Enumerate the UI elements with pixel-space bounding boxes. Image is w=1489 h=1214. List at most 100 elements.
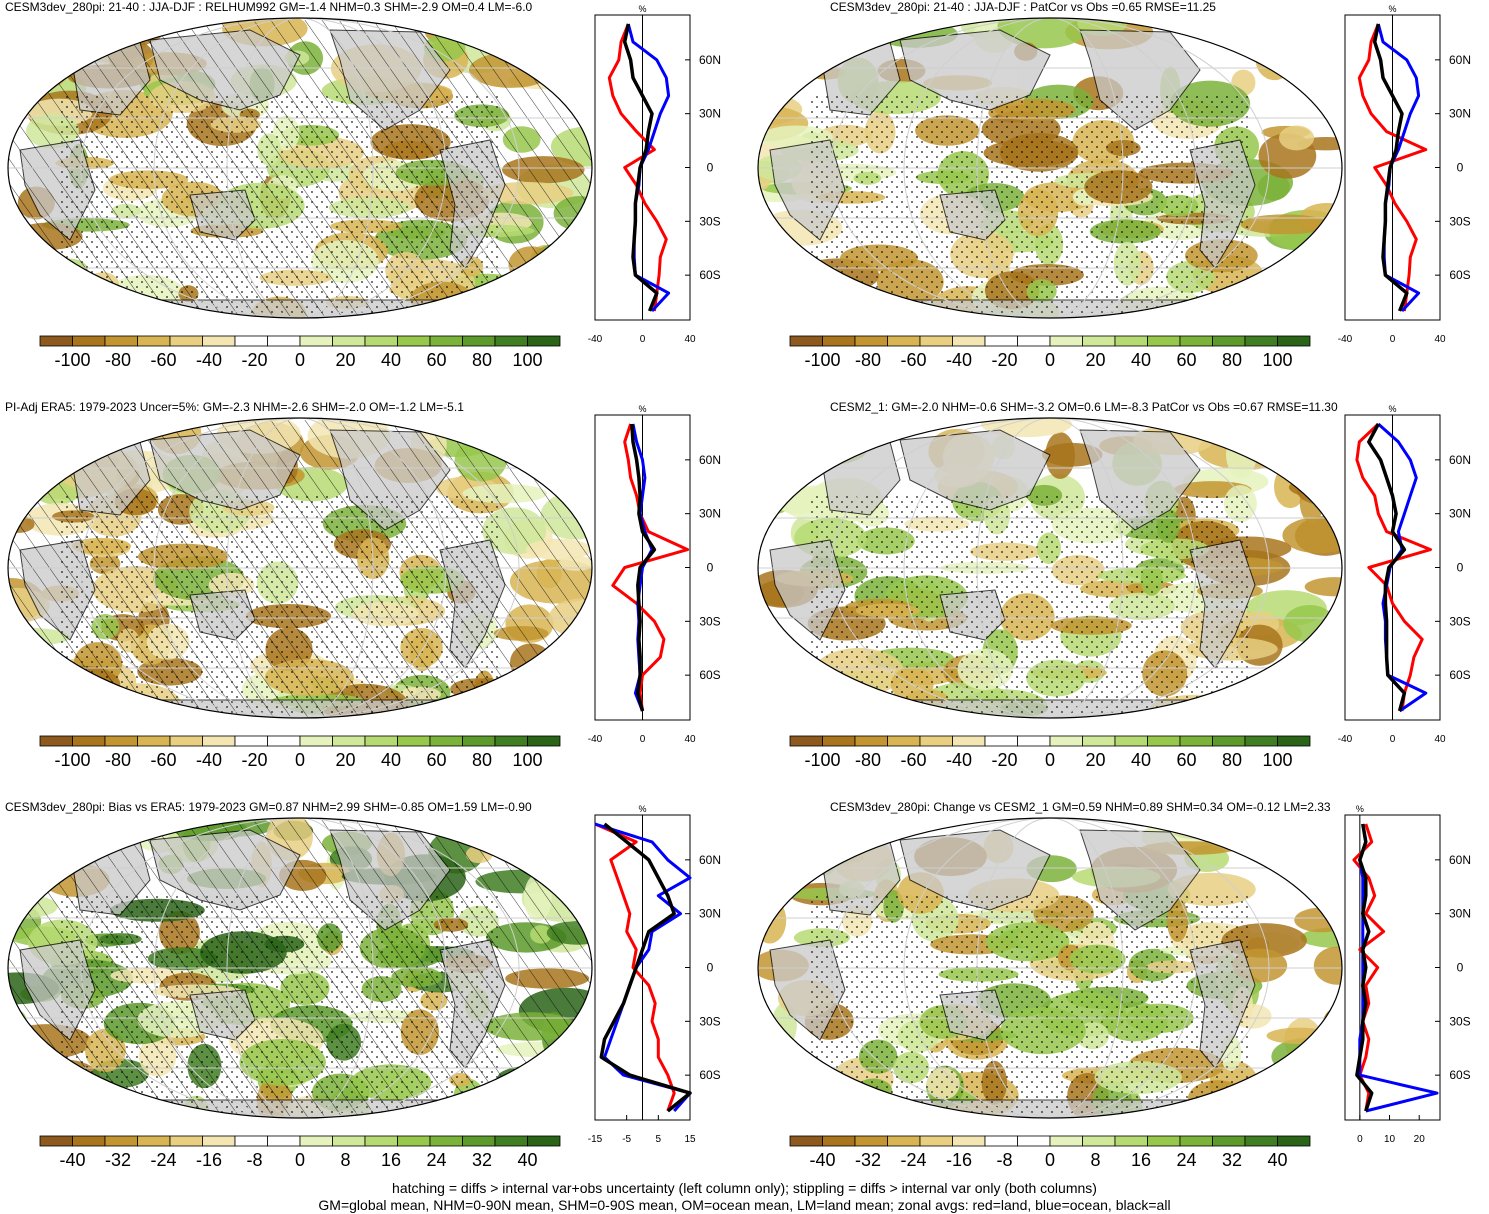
map-border [757,417,1343,719]
land-zonal-line [611,423,690,712]
colorbar-label: 80 [472,750,492,770]
footer-line-2: GM=global mean, NHM=0-90N mean, SHM=0-90… [318,1197,1171,1213]
colorbar-label: 40 [1131,350,1151,370]
x-tick-label: 10 [1384,1134,1396,1145]
colorbar-label: -60 [900,750,926,770]
colorbar-swatch [1212,335,1246,347]
all-zonal-line [1367,423,1407,712]
stippling [810,895,1250,1115]
world-map [758,18,1342,318]
x-tick-label: 40 [1434,734,1446,745]
lat-tick-label: 60S [1449,668,1470,682]
panel-title: CESM3dev_280pi: Bias vs ERA5: 1979-2023 … [5,800,532,814]
colorbar-swatch [462,1135,496,1147]
lat-tick-label: 60S [699,268,720,282]
colorbar-swatch [364,1135,398,1147]
colorbar: -40 -32 -24 -16 -8 0 8 16 24 32 40 [39,1135,561,1170]
panel-title: CESM3dev_280pi: Change vs CESM2_1 GM=0.5… [830,800,1331,814]
all-zonal-line [630,423,657,712]
lat-tick-label: 60N [1449,53,1471,67]
panel-graphics: % 60N 30N 0 30S 60S -40 0 40 -100 -80 -60 -40 -20 0 20 4… [757,4,1471,370]
colorbar-label: 100 [512,350,542,370]
panel-title: CESM3dev_280pi: 21-40 : JJA-DJF : RELHUM… [5,0,533,14]
land-zonal-line [1357,23,1428,312]
x-tick-label: 40 [684,734,696,745]
colorbar-label: -20 [991,750,1017,770]
colorbar-label: 0 [1045,1150,1055,1170]
colorbar-swatch [72,735,106,747]
colorbar-swatch [104,735,138,747]
colorbar-swatch [429,1135,463,1147]
zonal-mean-plot: % 60N 30N 0 30S 60S -40 0 40 [588,4,721,345]
colorbar-label: -8 [996,1150,1012,1170]
x-tick-label: 40 [1434,334,1446,345]
colorbar-swatch [822,735,856,747]
colorbar-label: 0 [295,350,305,370]
colorbar-swatch [39,735,73,747]
colorbar: -100 -80 -60 -40 -20 0 20 40 60 80 100 [39,335,561,370]
colorbar-swatch [1082,335,1116,347]
colorbar-swatch [494,335,528,347]
world-map [758,818,1342,1118]
lat-tick-label: 60N [699,853,721,867]
colorbar-label: 100 [1262,750,1292,770]
colorbar-swatch [919,735,953,747]
colorbar-swatch [1277,335,1311,347]
colorbar-swatch [822,335,856,347]
colorbar-label: -60 [900,350,926,370]
panel-graphics: % 60N 30N 0 30S 60S -40 0 40 -100 -80 -60 -40 -20 0 20 4… [7,4,721,370]
land-zonal-line [594,822,676,1112]
world-map [8,18,592,318]
colorbar-swatch [267,1135,301,1147]
colorbar-swatch [1017,1135,1051,1147]
world-map [8,818,592,1118]
colorbar-swatch [527,1135,561,1147]
map-border [7,417,593,719]
panel-5: CESM3dev_280pi: Bias vs ERA5: 1979-2023 … [0,800,740,1195]
colorbar-label: 40 [517,1150,537,1170]
colorbar-swatch [364,735,398,747]
colorbar-swatch [234,735,268,747]
colorbar-swatch [1017,335,1051,347]
panel-graphics: % 60N 30N 0 30S 60S 0 10 20 -40 -32 -24 -16 -8 0 8 16 24 3… [757,804,1471,1170]
colorbar-label: 0 [295,1150,305,1170]
colorbar-swatch [1049,735,1083,747]
colorbar-swatch [234,1135,268,1147]
colorbar-label: -40 [59,1150,85,1170]
zonal-mean-plot: % 60N 30N 0 30S 60S 0 10 20 [1344,804,1471,1145]
hatching [8,820,592,1118]
x-tick-label: -40 [1338,334,1353,345]
lat-tick-label: 30S [1449,214,1470,228]
x-tick-label: -40 [1338,734,1353,745]
lat-tick-label: 30N [699,907,721,921]
lat-tick-label: 0 [707,161,714,175]
colorbar-swatch [494,735,528,747]
x-tick-label: 20 [1414,1134,1426,1145]
colorbar: -100 -80 -60 -40 -20 0 20 40 60 80 100 [789,735,1311,770]
colorbar-label: 60 [1176,350,1196,370]
lat-tick-label: 60S [1449,1068,1470,1082]
colorbar-swatch [1179,735,1213,747]
colorbar-label: -24 [150,1150,176,1170]
colorbar-label: 16 [381,1150,401,1170]
colorbar-label: -60 [150,350,176,370]
x-tick-label: -40 [588,734,603,745]
zonal-unit-label: % [638,404,646,414]
lat-tick-label: 60S [1449,268,1470,282]
colorbar-label: 60 [426,350,446,370]
stippling [810,95,1250,315]
zonal-mean-plot: % 60N 30N 0 30S 60S -40 0 40 [588,404,721,745]
panel-title: CESM3dev_280pi: 21-40 : JJA-DJF : PatCor… [830,0,1216,14]
colorbar-label: 20 [335,750,355,770]
world-map [8,418,592,718]
lat-tick-label: 0 [707,561,714,575]
colorbar-swatch [1244,1135,1278,1147]
colorbar-swatch [332,1135,366,1147]
zonal-unit-label: % [1388,4,1396,14]
colorbar-swatch [267,335,301,347]
colorbar-swatch [1212,1135,1246,1147]
x-tick-label: 0 [640,334,646,345]
colorbar-swatch [169,1135,203,1147]
colorbar-label: -24 [900,1150,926,1170]
colorbar-swatch [494,1135,528,1147]
